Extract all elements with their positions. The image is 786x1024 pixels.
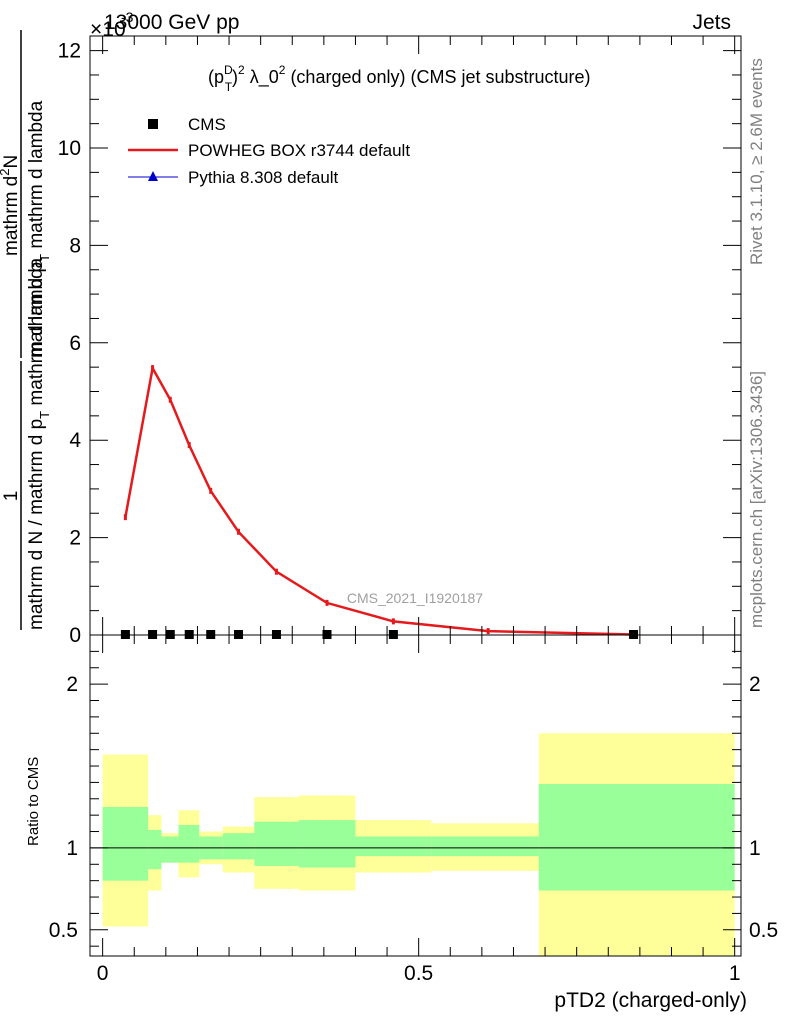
main-y-tick-label: 4 <box>69 429 81 452</box>
powheg-point <box>187 442 191 449</box>
ratio-y-tick-label: 1 <box>66 837 78 860</box>
ratio-green-band <box>222 833 255 860</box>
ratio-y-axis-label: Ratio to CMS <box>25 757 42 846</box>
legend-powheg-label: POWHEG BOX r3744 default <box>188 141 410 160</box>
ratio-green-band <box>148 829 162 870</box>
plot-title: (pD T)2 λ_02 (charged only) (CMS jet subs… <box>208 63 591 94</box>
legend-cms-label: CMS <box>188 115 226 134</box>
y-label-denominator: mathrm d N / mathrm d pT mathrm d lambda <box>26 257 52 630</box>
rivet-version-label: Rivet 3.1.10, ≥ 2.6M events <box>747 58 766 265</box>
mcplots-label: mcplots.cern.ch [arXiv:1306.3436] <box>747 371 766 628</box>
ratio-green-band <box>298 820 356 868</box>
x-tick-label: 0.5 <box>404 962 433 985</box>
powheg-point <box>325 599 329 606</box>
powheg-point <box>274 568 278 575</box>
y-label-inner-bottom: mathrm d pT mathrm d lambda <box>26 100 52 358</box>
x-ticks <box>102 36 736 956</box>
ratio-y-tick-label: 0.5 <box>49 919 78 942</box>
main-y-tick-label: 6 <box>69 332 81 355</box>
legend: CMS POWHEG BOX r3744 default Pythia 8.30… <box>128 115 410 187</box>
energy-label: 13000 GeV pp <box>104 11 239 34</box>
ratio-green-band <box>431 836 539 857</box>
ratio-green-band <box>178 824 200 863</box>
main-y-ticks <box>90 50 741 636</box>
scale-exponent: ×10 <box>90 18 126 41</box>
main-y-tick-label: 10 <box>58 137 81 160</box>
powheg-point <box>237 528 241 535</box>
ratio-y-tick-labels: 0.5 0.5 1 1 2 2 <box>49 673 778 942</box>
powheg-point <box>486 628 490 635</box>
y-label-numerator: 1 <box>1 491 22 502</box>
x-tick-label: 0 <box>97 962 109 985</box>
powheg-point <box>151 365 155 372</box>
ratio-green-band <box>161 836 179 863</box>
ratio-y-tick-label-right: 0.5 <box>749 919 778 942</box>
ratio-green-band <box>538 784 735 891</box>
legend-pythia-label: Pythia 8.308 default <box>188 168 339 187</box>
powheg-point <box>168 396 172 403</box>
main-y-tick-label: 12 <box>58 40 81 63</box>
ratio-green-band <box>102 806 149 881</box>
main-y-tick-labels: 0 2 4 6 8 10 12 <box>58 40 82 647</box>
analysis-watermark: CMS_2021_I1920187 <box>347 590 483 606</box>
x-tick-label: 1 <box>729 962 741 985</box>
powheg-point <box>391 618 395 625</box>
main-y-tick-label: 8 <box>69 234 81 257</box>
powheg-point <box>209 487 213 494</box>
main-y-tick-label: 0 <box>69 624 81 647</box>
legend-pythia-marker <box>148 171 158 181</box>
ratio-green-band <box>254 821 299 866</box>
ratio-bands <box>102 733 735 956</box>
main-y-axis-label: 1 mathrm d N / mathrm d pT mathrm d lamb… <box>0 30 52 630</box>
ratio-green-band <box>355 836 432 857</box>
ratio-y-ticks <box>90 650 741 947</box>
y-label-inner-top: mathrm d2N <box>0 155 22 256</box>
ratio-y-tick-label-right: 2 <box>749 673 761 696</box>
ratio-plot-frame <box>89 634 742 957</box>
x-tick-labels: 0 0.5 1 <box>97 962 741 985</box>
process-label: Jets <box>692 11 731 34</box>
ratio-y-tick-label: 2 <box>66 673 78 696</box>
main-y-tick-label: 2 <box>69 527 81 550</box>
scale-exponent-power: -3 <box>121 9 134 25</box>
legend-cms-marker <box>148 119 158 129</box>
x-axis-label: pTD2 (charged-only) <box>554 989 747 1012</box>
powheg-point <box>123 514 127 521</box>
ratio-y-tick-label-right: 1 <box>749 837 761 860</box>
